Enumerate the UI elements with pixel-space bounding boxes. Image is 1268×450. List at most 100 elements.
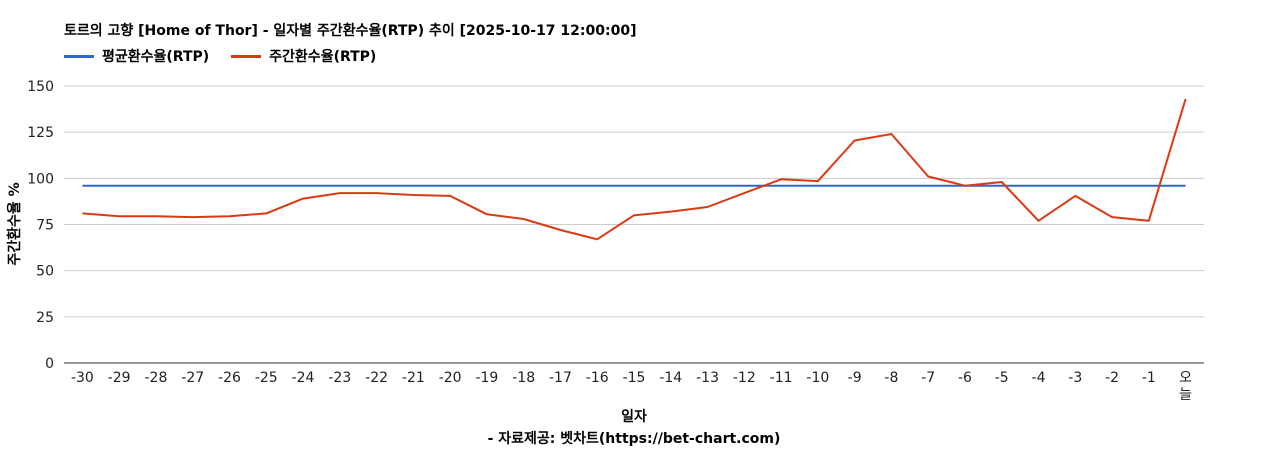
average-point-10[interactable] xyxy=(447,183,453,189)
weekly-point-12[interactable] xyxy=(521,216,527,222)
average-point-5[interactable] xyxy=(263,183,269,189)
x-axis-label: 일자 xyxy=(621,409,647,425)
x-tick-label: -26 xyxy=(218,370,241,386)
average-point-4[interactable] xyxy=(226,183,232,189)
weekly-point-23[interactable] xyxy=(925,173,931,179)
weekly-point-26[interactable] xyxy=(1036,218,1042,224)
x-tick-label: -2 xyxy=(1105,370,1119,386)
x-tick-label: -9 xyxy=(848,370,862,386)
weekly-point-6[interactable] xyxy=(300,196,306,202)
y-tick-label: 75 xyxy=(36,218,54,234)
average-point-18[interactable] xyxy=(741,183,747,189)
average-point-0[interactable] xyxy=(79,183,85,189)
x-tick-label: -3 xyxy=(1068,370,1082,386)
average-point-3[interactable] xyxy=(190,183,196,189)
x-tick-label: -27 xyxy=(181,370,204,386)
x-tick-label: -20 xyxy=(439,370,462,386)
average-point-30[interactable] xyxy=(1183,183,1189,189)
y-tick-label: 50 xyxy=(36,264,54,280)
x-tick-label: -13 xyxy=(696,370,719,386)
average-point-13[interactable] xyxy=(557,183,563,189)
x-tick-label: 늘 xyxy=(1179,387,1192,403)
average-point-2[interactable] xyxy=(153,183,159,189)
x-tick-label: -30 xyxy=(71,370,94,386)
x-tick-label: -15 xyxy=(623,370,646,386)
x-tick-label: -6 xyxy=(958,370,972,386)
legend-label-weekly: 주간환수율(RTP) xyxy=(269,49,377,65)
x-tick-label: -17 xyxy=(549,370,572,386)
weekly-point-18[interactable] xyxy=(741,190,747,196)
y-tick-label: 25 xyxy=(36,310,54,326)
x-tick-label: -8 xyxy=(884,370,898,386)
weekly-point-13[interactable] xyxy=(557,227,563,233)
legend-item-weekly[interactable]: 주간환수율(RTP) xyxy=(231,46,376,66)
x-tick-label: -5 xyxy=(995,370,1009,386)
legend-item-average[interactable]: 평균환수율(RTP) xyxy=(64,46,209,66)
weekly-point-14[interactable] xyxy=(594,236,600,242)
x-tick-label: -18 xyxy=(512,370,535,386)
average-point-15[interactable] xyxy=(631,183,637,189)
legend-label-average: 평균환수율(RTP) xyxy=(102,49,210,65)
weekly-point-29[interactable] xyxy=(1146,218,1152,224)
legend-swatch-weekly xyxy=(231,54,262,58)
average-point-6[interactable] xyxy=(300,183,306,189)
weekly-point-11[interactable] xyxy=(484,211,490,217)
average-point-19[interactable] xyxy=(778,183,784,189)
weekly-point-2[interactable] xyxy=(153,213,159,219)
average-point-28[interactable] xyxy=(1109,183,1115,189)
average-point-29[interactable] xyxy=(1146,183,1152,189)
legend-swatch-average xyxy=(64,54,94,58)
source-credit: - 자료제공: 벳차트(https://bet-chart.com) xyxy=(487,431,781,447)
weekly-point-0[interactable] xyxy=(79,210,85,216)
weekly-point-27[interactable] xyxy=(1072,193,1078,199)
average-point-12[interactable] xyxy=(521,183,527,189)
weekly-point-28[interactable] xyxy=(1109,214,1115,220)
weekly-point-5[interactable] xyxy=(263,210,269,216)
weekly-point-25[interactable] xyxy=(999,179,1005,185)
average-point-7[interactable] xyxy=(337,183,343,189)
x-tick-label: -1 xyxy=(1142,370,1156,386)
average-point-21[interactable] xyxy=(852,183,858,189)
average-point-11[interactable] xyxy=(484,183,490,189)
weekly-point-3[interactable] xyxy=(190,214,196,220)
weekly-point-24[interactable] xyxy=(962,183,968,189)
average-point-14[interactable] xyxy=(594,183,600,189)
average-point-27[interactable] xyxy=(1072,183,1078,189)
weekly-point-19[interactable] xyxy=(778,176,784,182)
weekly-point-1[interactable] xyxy=(116,213,122,219)
weekly-point-16[interactable] xyxy=(668,209,674,215)
x-tick-label: -19 xyxy=(475,370,498,386)
average-point-26[interactable] xyxy=(1036,183,1042,189)
weekly-point-22[interactable] xyxy=(888,131,894,137)
weekly-point-17[interactable] xyxy=(705,204,711,210)
x-tick-label: 오 xyxy=(1179,370,1192,386)
series-line-weekly[interactable] xyxy=(82,98,1187,241)
x-tick-label: -10 xyxy=(806,370,829,386)
weekly-point-20[interactable] xyxy=(815,178,821,184)
weekly-point-10[interactable] xyxy=(447,193,453,199)
x-tick-label: -25 xyxy=(255,370,278,386)
x-tick-label: -11 xyxy=(770,370,793,386)
average-point-1[interactable] xyxy=(116,183,122,189)
weekly-point-21[interactable] xyxy=(852,137,858,143)
x-tick-label: -28 xyxy=(144,370,167,386)
weekly-point-8[interactable] xyxy=(374,190,380,196)
weekly-point-7[interactable] xyxy=(337,190,343,196)
x-tick-label: -4 xyxy=(1032,370,1046,386)
average-point-9[interactable] xyxy=(410,183,416,189)
y-tick-label: 125 xyxy=(27,125,54,141)
legend: 평균환수율(RTP) 주간환수율(RTP) xyxy=(64,46,398,66)
weekly-point-4[interactable] xyxy=(226,213,232,219)
average-point-16[interactable] xyxy=(668,183,674,189)
average-point-23[interactable] xyxy=(925,183,931,189)
average-point-22[interactable] xyxy=(888,183,894,189)
x-tick-label: -16 xyxy=(586,370,609,386)
y-axis-label: 주간환수율 % xyxy=(7,182,23,266)
weekly-point-30[interactable] xyxy=(1183,96,1189,102)
average-point-17[interactable] xyxy=(705,183,711,189)
average-point-8[interactable] xyxy=(374,183,380,189)
weekly-point-15[interactable] xyxy=(631,212,637,218)
y-tick-label: 150 xyxy=(27,79,54,95)
weekly-point-9[interactable] xyxy=(410,192,416,198)
